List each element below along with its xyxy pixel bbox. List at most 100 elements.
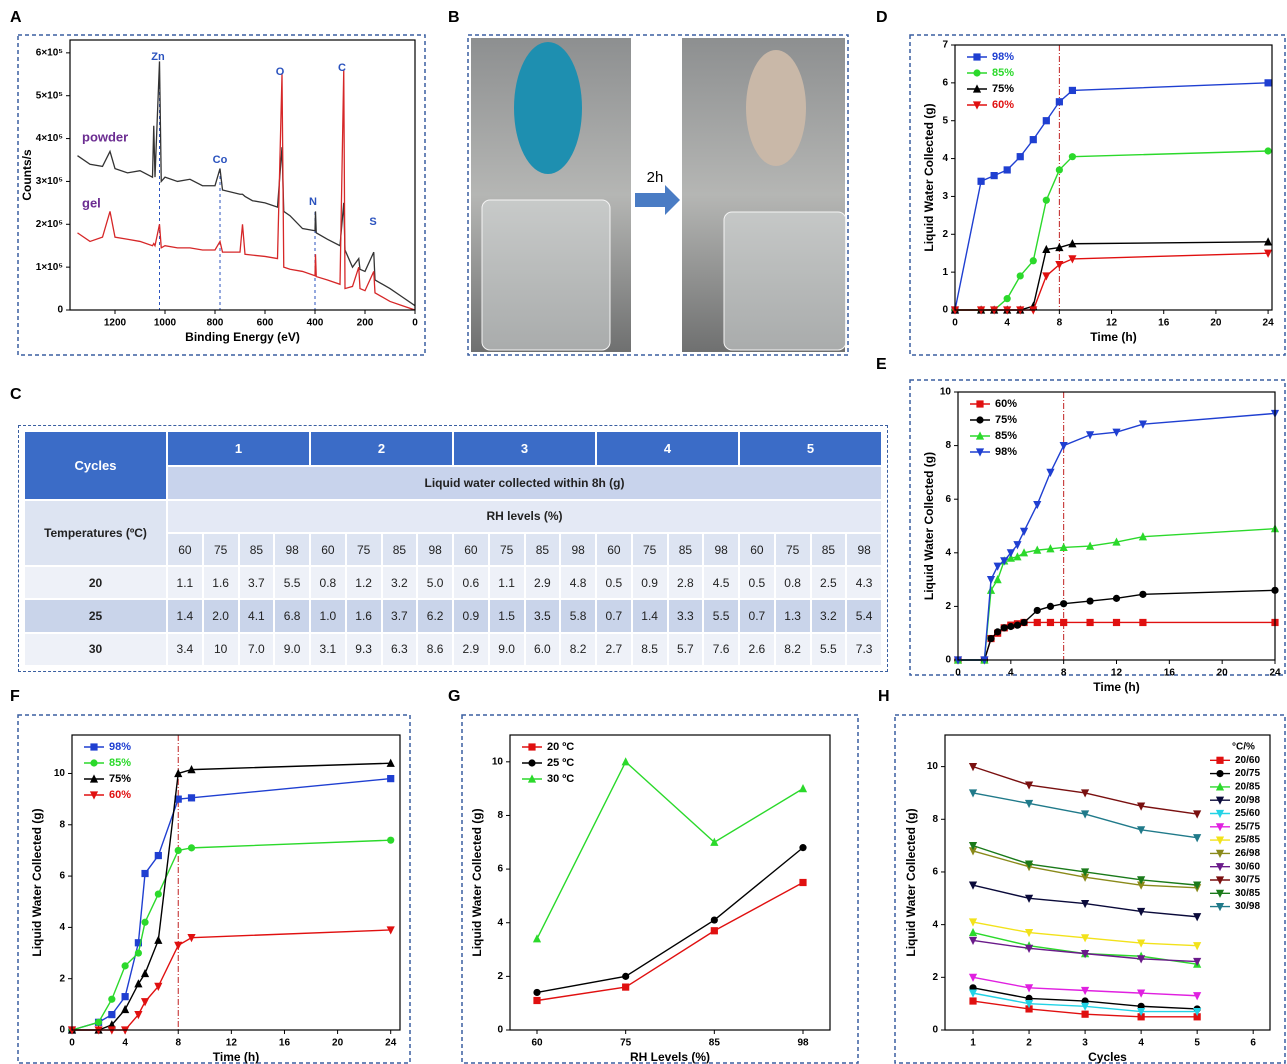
legend-label: 60% (992, 99, 1014, 111)
x-tick-label: 6 (1250, 1038, 1256, 1049)
marker (386, 758, 395, 767)
marker (1046, 618, 1055, 627)
legend-label: 20 ºC (547, 741, 574, 753)
y-tick-label: 10 (492, 756, 504, 767)
marker (1080, 950, 1090, 959)
series-label: powder (82, 129, 128, 144)
marker (174, 795, 182, 803)
x-tick-label: 60 (531, 1038, 543, 1049)
legend-marker (89, 791, 99, 800)
marker (1068, 86, 1077, 95)
marker (1080, 868, 1090, 877)
table-cell: 1.5 (487, 598, 526, 634)
table-cell: 5.5 (702, 598, 740, 634)
marker (1137, 826, 1146, 835)
arrow-label: 2h (647, 169, 664, 186)
cycle-header: 1 (166, 429, 311, 468)
marker (710, 837, 719, 846)
legend-label: 60% (109, 789, 131, 801)
marker (1042, 117, 1050, 125)
y-tick-label: 3 (942, 191, 948, 202)
y-tick-label: 0 (942, 305, 948, 316)
table-cell: 4.5 (702, 565, 740, 601)
marker (1193, 1013, 1201, 1021)
marker (1139, 590, 1147, 598)
marker (1016, 272, 1024, 280)
rh-level: 98 (702, 531, 740, 568)
legend-marker (973, 69, 981, 77)
table-cell: 3.5 (523, 598, 562, 634)
legend-label: 26/98 (1235, 848, 1260, 859)
y-tick-label: 10 (940, 387, 952, 398)
x-tick-label: 16 (1164, 668, 1176, 679)
marker (1019, 548, 1029, 557)
y-tick-label: 1×10⁵ (36, 262, 64, 273)
panel-label: C (10, 386, 22, 403)
x-tick-label: 24 (385, 1038, 397, 1049)
marker (1193, 1007, 1202, 1017)
marker (1024, 984, 1034, 993)
table-cell: 4.8 (559, 565, 597, 601)
table-cell: 0.9 (452, 598, 490, 634)
x-tick-label: 12 (1111, 668, 1123, 679)
marker (710, 927, 718, 935)
y-tick-label: 0 (932, 1025, 938, 1036)
legend-label: 98% (995, 446, 1017, 458)
y-tick-label: 2 (945, 601, 951, 612)
rh-level: 98 (559, 531, 597, 568)
legend-marker (528, 759, 536, 767)
y-axis-label: Liquid Water Collected (g) (922, 452, 936, 600)
series-label: gel (82, 195, 101, 210)
marker (968, 989, 978, 998)
rh-level: 60 (309, 531, 347, 568)
y-tick-label: 6 (497, 864, 503, 875)
x-tick-label: 800 (207, 318, 224, 329)
plot-frame (71, 734, 401, 1031)
legend-label: 85% (109, 757, 131, 769)
table-cell: 8.5 (630, 631, 669, 668)
marker (1024, 944, 1034, 953)
marker (1086, 597, 1094, 605)
plot-frame (69, 39, 416, 311)
marker (1042, 272, 1051, 281)
panel-frame (909, 34, 1286, 356)
series-line (536, 847, 804, 994)
marker (1060, 618, 1068, 627)
table-cell: 6.8 (273, 598, 311, 634)
y-tick-label: 5 (942, 115, 948, 126)
table-cell: 0.5 (595, 565, 633, 601)
y-axis-label: Liquid Water Collected (g) (470, 808, 484, 956)
marker (1085, 431, 1095, 440)
table-cell: 1.2 (344, 565, 383, 601)
panel-frame (909, 379, 1286, 676)
marker (187, 765, 196, 774)
y-tick-label: 5×10⁵ (36, 90, 64, 101)
marker (140, 998, 150, 1007)
gel-dry (746, 50, 806, 166)
peak-label: Co (213, 154, 228, 166)
marker (154, 935, 163, 944)
series-line (536, 881, 804, 1002)
x-tick-label: 98 (797, 1038, 809, 1049)
x-tick-label: 8 (1061, 668, 1067, 679)
legend-title: °C/% (1232, 742, 1255, 753)
marker (1025, 1005, 1033, 1013)
table-cell: 5.8 (559, 598, 597, 634)
marker (1060, 600, 1068, 608)
legend-label: 75% (109, 773, 131, 785)
marker (1003, 295, 1011, 303)
marker (1024, 781, 1034, 790)
plot-frame (957, 391, 1276, 661)
marker (1024, 1000, 1034, 1009)
series-line (955, 150, 1269, 311)
y-tick-label: 8 (497, 810, 503, 821)
x-tick-label: 85 (709, 1038, 721, 1049)
marker (987, 634, 995, 643)
marker (121, 993, 129, 1001)
y-tick-label: 6 (945, 494, 951, 505)
series-line (72, 762, 391, 1031)
marker (1033, 545, 1042, 554)
panel-frame (467, 34, 849, 356)
marker (187, 934, 196, 943)
x-tick-label: 20 (1210, 318, 1222, 329)
